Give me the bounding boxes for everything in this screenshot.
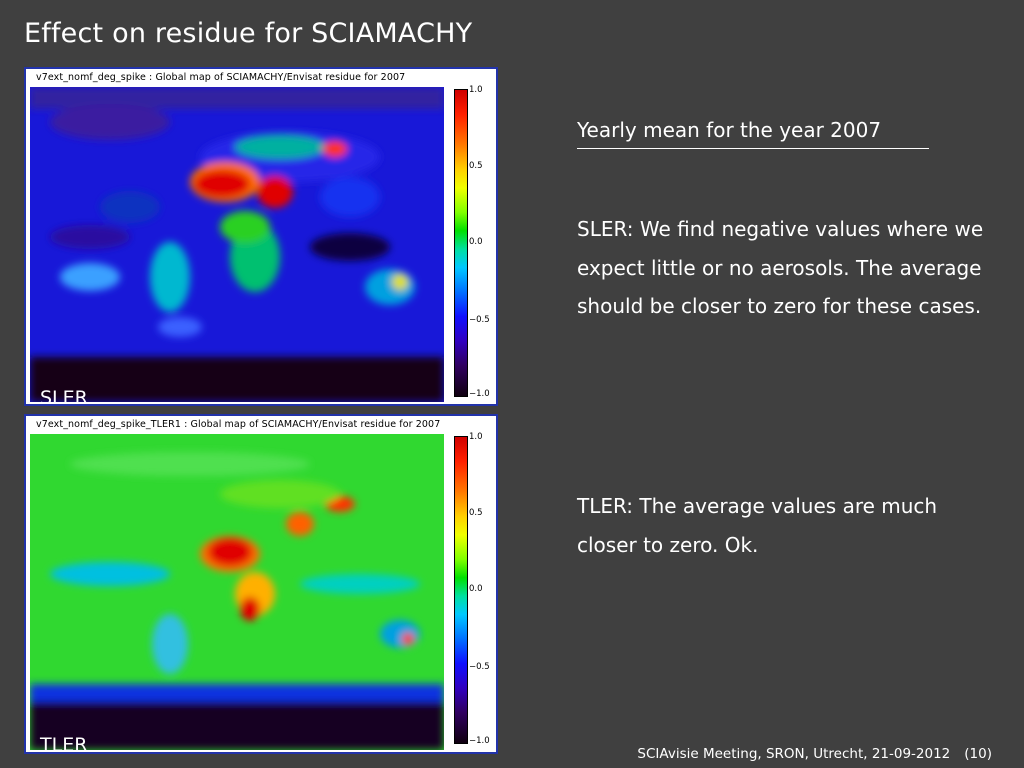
tler-colorbar (454, 436, 468, 744)
footer-text: SCIAvisie Meeting, SRON, Utrecht, 21-09-… (637, 746, 951, 762)
sler-label: SLER (40, 387, 88, 402)
sler-map-image (30, 87, 444, 402)
slide-footer: SCIAvisie Meeting, SRON, Utrecht, 21-09-… (637, 746, 992, 762)
sler-colorbar-tick: −1.0 (469, 389, 490, 399)
tler-global-map: TLER (30, 434, 444, 750)
sler-colorbar (454, 89, 468, 397)
sler-colorbar-tick: 0.5 (469, 161, 483, 171)
sler-colorbar-tick: −0.5 (469, 315, 490, 325)
tler-colorbar-tick: −1.0 (469, 736, 490, 746)
tler-map-panel: v7ext_nomf_deg_spike_TLER1 : Global map … (24, 414, 498, 754)
yearly-mean-heading: Yearly mean for the year 2007 (577, 114, 929, 149)
sler-colorbar-tick: 1.0 (469, 85, 483, 95)
slide-title: Effect on residue for SCIAMACHY (24, 18, 473, 49)
sler-description: SLER: We find negative values where we e… (577, 217, 984, 318)
sler-global-map: SLER (30, 87, 444, 402)
page-number: (10) (964, 746, 992, 762)
sler-colorbar-tick: 0.0 (469, 237, 483, 247)
tler-colorbar-tick: 0.0 (469, 584, 483, 594)
tler-label: TLER (40, 734, 88, 750)
sler-map-caption: v7ext_nomf_deg_spike : Global map of SCI… (36, 72, 406, 83)
tler-map-image (30, 434, 444, 750)
tler-colorbar-tick: 0.5 (469, 508, 483, 518)
tler-map-caption: v7ext_nomf_deg_spike_TLER1 : Global map … (36, 419, 441, 430)
sler-map-panel: v7ext_nomf_deg_spike : Global map of SCI… (24, 67, 498, 406)
tler-colorbar-tick: 1.0 (469, 432, 483, 442)
tler-description: TLER: The average values are much closer… (577, 494, 938, 557)
tler-colorbar-tick: −0.5 (469, 662, 490, 672)
